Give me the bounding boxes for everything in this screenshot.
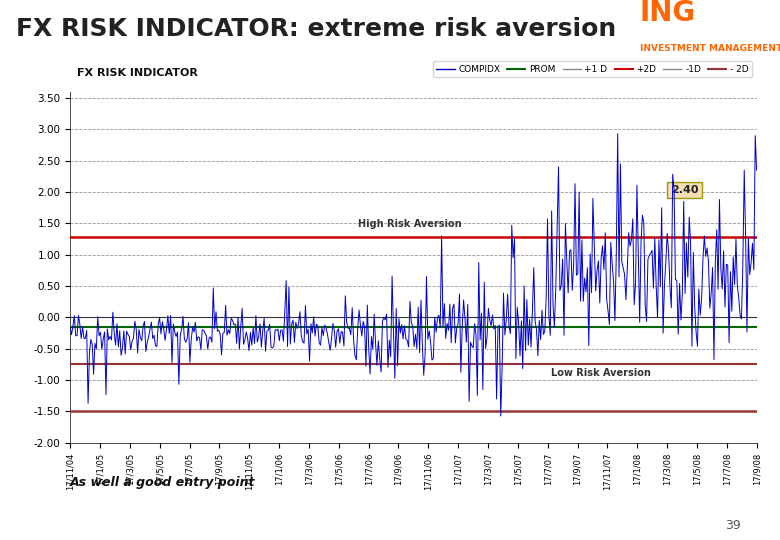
Text: 39: 39 — [725, 519, 741, 532]
Text: Low Risk Aversion: Low Risk Aversion — [551, 368, 651, 378]
Text: FX RISK INDICATOR: FX RISK INDICATOR — [77, 68, 198, 78]
PROM — [67, 323, 76, 330]
Text: INVESTMENT MANAGEMENT: INVESTMENT MANAGEMENT — [640, 44, 780, 53]
Text: High Risk Aversion: High Risk Aversion — [359, 219, 462, 229]
PROM — [66, 323, 75, 330]
Text: 2.40: 2.40 — [671, 185, 698, 195]
Text: As well a good entry point: As well a good entry point — [70, 476, 256, 489]
Legend: COMPIDX, PROM, +1 D, +2D, -1D, - 2D: COMPIDX, PROM, +1 D, +2D, -1D, - 2D — [433, 61, 752, 77]
Text: FX RISK INDICATOR: extreme risk aversion: FX RISK INDICATOR: extreme risk aversion — [16, 17, 616, 41]
Text: ING: ING — [640, 0, 696, 27]
